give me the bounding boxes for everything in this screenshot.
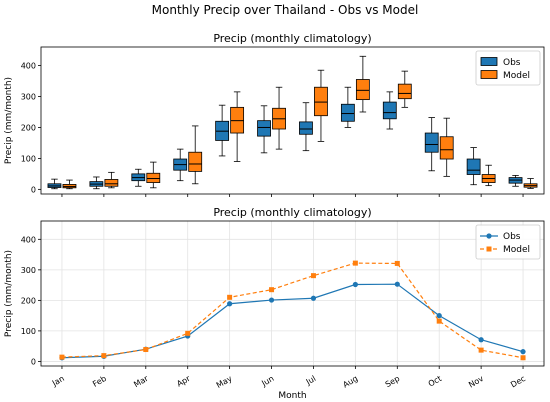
box-model xyxy=(314,86,328,117)
plot-frame xyxy=(40,46,545,195)
legend-swatch-obs xyxy=(480,57,498,66)
series-line-model xyxy=(61,262,524,359)
y-tick-label: 300 xyxy=(21,93,36,102)
box-obs xyxy=(382,101,397,120)
box-obs xyxy=(299,121,313,135)
legend-label-model: Model xyxy=(503,71,530,81)
data-point-obs xyxy=(268,297,275,303)
y-tick-label: 400 xyxy=(21,62,36,71)
box-model xyxy=(146,172,161,183)
box-model xyxy=(439,136,454,160)
box-model xyxy=(188,151,203,172)
legend: Obs Model xyxy=(475,224,541,260)
data-point-model xyxy=(394,260,400,266)
line-panel: Precip (monthly climatology) 0 100 200 300 40… xyxy=(4,206,545,401)
panel-title: Precip (monthly climatology) xyxy=(213,206,371,219)
y-tick-label: 100 xyxy=(21,154,36,163)
legend-swatch-model xyxy=(480,70,498,79)
data-point-obs xyxy=(436,313,442,319)
boxplot-panel: Precip (monthly climatology) 0 100 200 300 40… xyxy=(4,32,545,197)
data-point-model xyxy=(436,318,442,324)
data-point-model xyxy=(143,347,149,353)
box-obs xyxy=(424,132,439,153)
figure-title: Monthly Precip over Thailand - Obs vs Mo… xyxy=(152,3,419,17)
y-tick-label: 400 xyxy=(21,235,36,244)
box-obs xyxy=(257,120,271,137)
data-point-model xyxy=(59,354,65,360)
panel-title: Precip (monthly climatology) xyxy=(213,32,371,45)
legend-label-obs: Obs xyxy=(503,58,521,68)
data-point-obs xyxy=(352,281,358,288)
data-point-model xyxy=(352,260,358,266)
data-point-obs xyxy=(520,349,526,355)
y-tick-label: 200 xyxy=(21,296,36,305)
box-model xyxy=(397,83,412,100)
plot-frame xyxy=(40,220,545,367)
data-point-model xyxy=(227,294,233,300)
data-point-model xyxy=(478,347,484,353)
y-axis-label: Precip (mm/month) xyxy=(4,250,14,337)
box-obs xyxy=(340,103,355,122)
legend-label-obs: Obs xyxy=(503,232,521,242)
data-point-model xyxy=(101,353,107,359)
x-axis-label: Month xyxy=(278,391,306,401)
legend-marker-model xyxy=(486,246,492,252)
data-point-model xyxy=(310,273,316,279)
box-model xyxy=(355,79,370,101)
data-point-obs xyxy=(310,295,317,301)
data-point-obs xyxy=(394,281,400,287)
data-point-obs xyxy=(227,301,233,307)
data-point-obs xyxy=(478,337,484,343)
y-tick-label: 0 xyxy=(31,185,36,194)
box-obs xyxy=(466,158,481,175)
legend: Obs Model xyxy=(475,50,541,86)
legend-box xyxy=(475,224,541,260)
y-tick-label: 200 xyxy=(21,123,36,132)
y-axis-label: Precip (mm/month) xyxy=(4,77,14,164)
data-point-model xyxy=(520,355,526,361)
y-tick-label: 0 xyxy=(31,357,36,366)
legend-marker-obs xyxy=(486,233,492,239)
y-tick-label: 300 xyxy=(21,266,36,275)
data-point-model xyxy=(185,330,191,336)
y-tick-label: 100 xyxy=(21,327,36,336)
box-model xyxy=(104,179,119,187)
data-point-model xyxy=(269,287,275,293)
series-line-obs xyxy=(61,283,524,359)
legend-label-model: Model xyxy=(503,245,530,255)
